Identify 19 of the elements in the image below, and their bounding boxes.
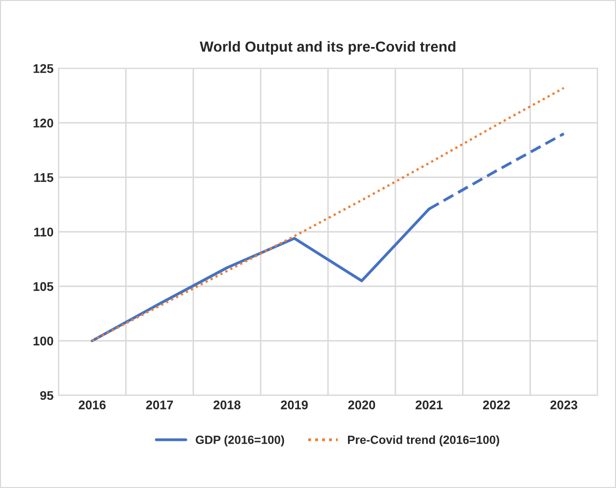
y-tick-label: 120 <box>34 118 54 128</box>
x-tick-label: 2021 <box>416 400 443 410</box>
x-tick-label: 2017 <box>146 400 173 410</box>
x-tick-label: 2020 <box>348 400 376 410</box>
y-tick-label: 95 <box>40 391 54 400</box>
line-series <box>91 86 565 342</box>
x-tick-label: 2019 <box>280 400 308 410</box>
legend-label: Pre-Covid trend (2016=100) <box>348 435 500 446</box>
legend-label: GDP (2016=100) <box>196 435 284 446</box>
y-tick-label: 100 <box>34 336 54 346</box>
y-tick-label: 115 <box>34 173 54 182</box>
x-tick-label: 2018 <box>213 400 240 410</box>
x-tick-label: 2022 <box>482 400 510 410</box>
y-tick-label: 125 <box>34 64 54 73</box>
x-tick-label: 2016 <box>78 400 106 410</box>
y-tick-label: 105 <box>34 282 54 291</box>
y-tick-label: 110 <box>34 228 54 236</box>
x-tick-label: 2023 <box>550 400 578 410</box>
chart-title: World Output and its pre-Covid trend <box>200 41 456 55</box>
